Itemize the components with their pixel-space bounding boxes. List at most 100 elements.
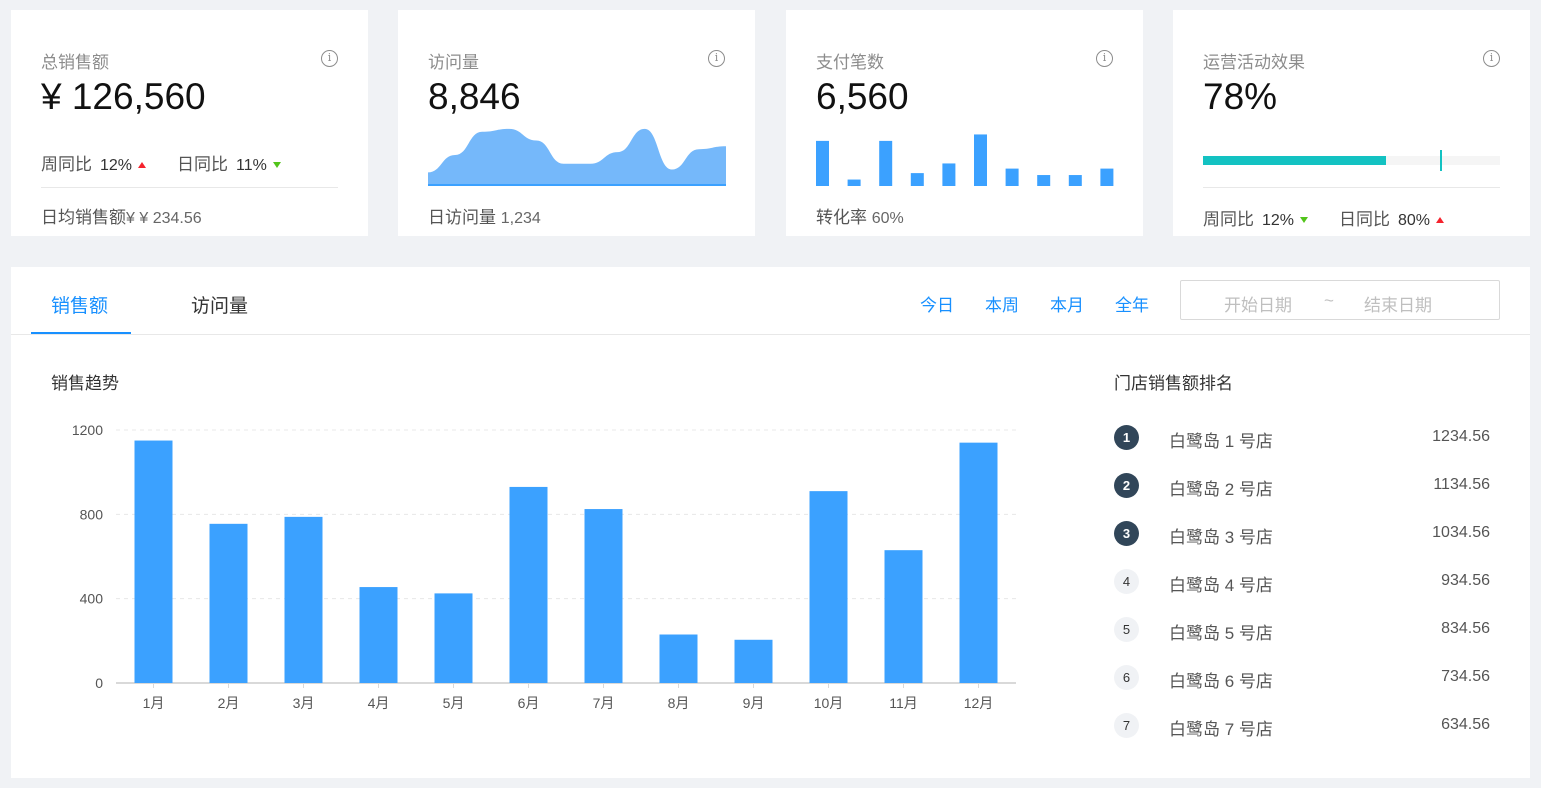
caret-up-icon xyxy=(1436,217,1445,223)
payment-bar xyxy=(879,140,893,186)
rank-store-value: 1134.56 xyxy=(1433,476,1490,493)
x-tick-label: 5月 xyxy=(443,695,465,711)
info-icon[interactable]: i xyxy=(708,50,725,67)
x-tick-label: 7月 xyxy=(593,695,615,711)
tabs-divider xyxy=(11,334,1530,335)
payment-bar xyxy=(1068,175,1082,186)
day-compare: 日同比 11% xyxy=(177,150,281,175)
tab-visits[interactable]: 访问量 xyxy=(191,296,249,317)
visits-value: 8,846 xyxy=(428,76,521,117)
x-tick-label: 4月 xyxy=(368,695,390,711)
week-compare-pct: 12% xyxy=(100,157,133,174)
x-tick-label: 10月 xyxy=(814,695,844,711)
sales-bar[interactable] xyxy=(509,486,548,683)
trend-title: 销售趋势 xyxy=(51,374,119,393)
x-tick-label: 12月 xyxy=(964,695,994,711)
day-compare-pct: 11% xyxy=(236,157,267,174)
x-tick-label: 2月 xyxy=(218,695,240,711)
x-tick-label: 9月 xyxy=(743,695,765,711)
day-compare-label: 日同比 xyxy=(1339,210,1390,229)
card-title: 支付笔数 xyxy=(816,53,884,72)
payment-bar xyxy=(816,140,829,186)
sales-bar[interactable] xyxy=(134,440,173,683)
footer-label: 日均销售额 xyxy=(41,208,126,227)
footer-value: ¥ ¥ 234.56 xyxy=(126,210,202,227)
sales-bar[interactable] xyxy=(734,639,773,683)
visits-area-series xyxy=(428,128,726,184)
rank-store-value: 1234.56 xyxy=(1432,428,1490,445)
week-compare-pct: 12% xyxy=(1262,212,1295,229)
range-year[interactable]: 全年 xyxy=(1115,296,1149,315)
y-tick-label: 800 xyxy=(80,506,104,522)
payment-bar xyxy=(942,163,956,186)
payments-bar-chart xyxy=(816,134,1114,186)
sales-bar[interactable] xyxy=(209,523,248,683)
rank-badge: 5 xyxy=(1114,617,1139,642)
sales-bar[interactable] xyxy=(434,593,473,683)
info-icon[interactable]: i xyxy=(321,50,338,67)
payment-bar xyxy=(1005,168,1019,186)
rank-badge: 3 xyxy=(1114,521,1139,546)
sales-panel: 销售额 访问量 今日 本周 本月 全年 开始日期 ~ 结束日期 销售趋势 0 40… xyxy=(11,267,1530,778)
range-today[interactable]: 今日 xyxy=(920,296,954,315)
y-tick-label: 400 xyxy=(80,591,104,607)
end-date-input[interactable]: 结束日期 xyxy=(1364,296,1432,315)
rank-badge: 7 xyxy=(1114,713,1139,738)
sales-bar[interactable] xyxy=(809,491,848,683)
ranking-title: 门店销售额排名 xyxy=(1114,374,1233,393)
payments-value: 6,560 xyxy=(816,76,909,117)
card-operations: 运营活动效果 i 78% 周同比 12% 日同比 80% xyxy=(1173,10,1530,236)
start-date-input[interactable]: 开始日期 xyxy=(1224,296,1292,315)
x-tick-label: 1月 xyxy=(143,695,165,711)
total-sales-value: ¥ 126,560 xyxy=(41,76,206,117)
sales-bar[interactable] xyxy=(584,509,623,683)
divider xyxy=(41,187,338,188)
rank-store-name: 白鹭岛 2 号店 xyxy=(1169,480,1273,499)
info-icon[interactable]: i xyxy=(1096,50,1113,67)
payment-bar xyxy=(974,134,987,186)
rank-store-name: 白鹭岛 7 号店 xyxy=(1169,720,1273,739)
progress-target-marker xyxy=(1440,150,1442,171)
sales-bar[interactable] xyxy=(659,634,698,683)
date-range-picker[interactable]: 开始日期 ~ 结束日期 xyxy=(1180,280,1500,320)
x-tick-label: 11月 xyxy=(889,695,918,711)
range-month[interactable]: 本月 xyxy=(1050,296,1084,315)
caret-down-icon xyxy=(272,162,281,168)
date-separator: ~ xyxy=(1324,291,1334,310)
info-icon[interactable]: i xyxy=(1483,50,1500,67)
footer-label: 日访问量 xyxy=(428,208,496,227)
footer-label: 转化率 xyxy=(816,208,867,227)
card-title: 运营活动效果 xyxy=(1203,53,1305,72)
sales-bar[interactable] xyxy=(959,442,998,683)
card-payments: 支付笔数 i 6,560 转化率 60% xyxy=(786,10,1143,236)
progress-fill xyxy=(1203,156,1386,165)
range-week[interactable]: 本周 xyxy=(985,296,1019,315)
active-tab-indicator xyxy=(31,332,131,334)
week-compare: 周同比 12% xyxy=(1203,205,1309,230)
payment-bar xyxy=(1037,175,1051,186)
card-title: 访问量 xyxy=(428,53,479,72)
ops-value: 78% xyxy=(1203,76,1278,117)
footer-value: 1,234 xyxy=(500,210,541,227)
rank-store-name: 白鹭岛 6 号店 xyxy=(1169,672,1273,691)
week-compare: 周同比 12% xyxy=(41,150,147,175)
card-total-sales: 总销售额 i ¥ 126,560 周同比 12% 日同比 11% 日均销售额¥ ¥ … xyxy=(11,10,368,236)
rank-store-name: 白鹭岛 5 号店 xyxy=(1169,624,1273,643)
card-title: 总销售额 xyxy=(41,53,109,72)
tab-sales[interactable]: 销售额 xyxy=(51,296,109,317)
caret-down-icon xyxy=(1300,217,1309,223)
week-compare-label: 周同比 xyxy=(41,155,92,174)
y-tick-label: 0 xyxy=(95,675,103,691)
divider xyxy=(1203,187,1500,188)
day-compare: 日同比 80% xyxy=(1339,205,1445,230)
sales-bar[interactable] xyxy=(884,550,923,683)
sales-trend-chart: 0 400 800 1200 1月 2月 3月 4月 5月 6月 7月 8月 9月 10月 11月 12月 xyxy=(72,422,1016,711)
sales-bar[interactable] xyxy=(359,587,398,683)
payment-bar xyxy=(847,179,861,186)
rank-store-name: 白鹭岛 4 号店 xyxy=(1169,576,1273,595)
x-tick-label: 8月 xyxy=(668,695,690,711)
card-footer: 转化率 60% xyxy=(816,203,904,228)
sales-bar[interactable] xyxy=(284,516,323,683)
caret-up-icon xyxy=(138,162,147,168)
progress-track xyxy=(1203,156,1500,165)
